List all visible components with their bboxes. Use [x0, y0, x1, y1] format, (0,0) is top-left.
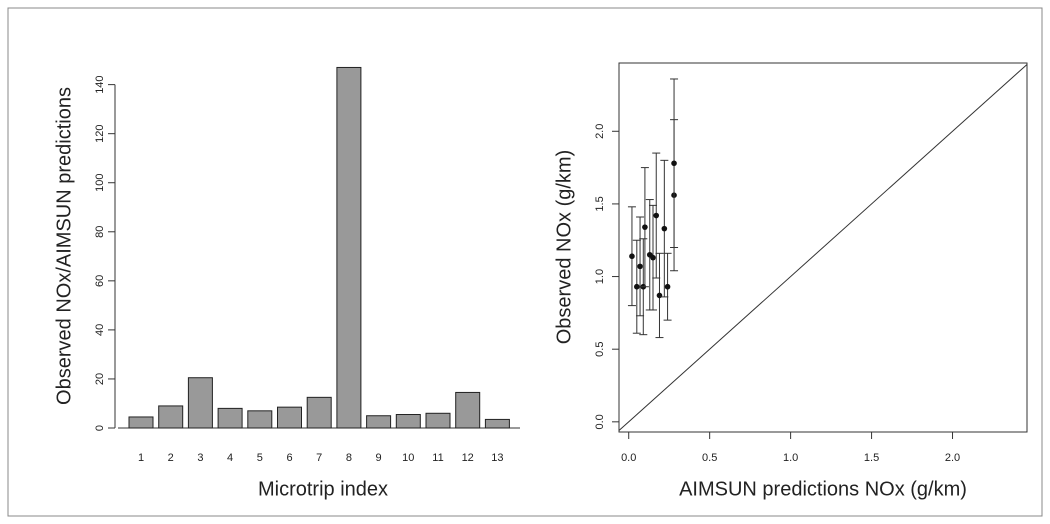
y-tick-label: 1.5	[594, 196, 606, 211]
y-tick-label: 140	[94, 75, 106, 93]
x-tick-label: 13	[491, 452, 503, 464]
point	[671, 160, 677, 167]
x-tick-label: 1.5	[864, 452, 879, 464]
x-tick-label: 6	[286, 452, 292, 464]
x-tick-label: 4	[227, 452, 233, 464]
bar	[247, 410, 273, 429]
bar	[277, 406, 302, 429]
bar	[217, 407, 243, 429]
y-tick-label: 40	[94, 324, 106, 336]
bar	[455, 391, 481, 429]
bar	[366, 415, 392, 429]
bar	[484, 418, 510, 429]
y-axis-label: Observed NOx (g/km)	[553, 150, 575, 344]
point	[629, 253, 635, 260]
x-axis-label: AIMSUN predictions NOx (g/km)	[679, 478, 967, 500]
x-tick-label: 2	[168, 452, 174, 464]
bar	[128, 416, 154, 429]
point	[656, 292, 663, 299]
bar	[336, 66, 362, 429]
point	[653, 212, 660, 219]
y-tick-label: 0	[94, 425, 106, 431]
bar	[395, 414, 421, 429]
identity-line	[618, 64, 1028, 431]
y-tick-label: 120	[94, 124, 106, 142]
x-tick-label: 0.5	[702, 452, 717, 464]
x-tick-label: 11	[432, 452, 443, 464]
x-tick-label: 5	[257, 452, 263, 464]
x-tick-label: 1	[138, 452, 144, 464]
point	[634, 283, 640, 290]
x-tick-label: 3	[197, 452, 203, 464]
y-tick-label: 0.0	[594, 414, 606, 429]
point	[664, 283, 671, 290]
y-tick-label: 60	[94, 275, 106, 287]
bar	[425, 412, 451, 429]
y-tick-label: 20	[94, 373, 106, 385]
y-axis-label: Observed NOx/AIMSUN predictions	[53, 87, 75, 405]
plot-box	[618, 62, 1028, 433]
x-tick-label: 9	[376, 452, 382, 464]
x-tick-label: 2.0	[945, 452, 960, 464]
point	[637, 263, 643, 270]
y-tick-label: 0.5	[594, 342, 606, 357]
x-axis-label: Microtrip index	[258, 478, 388, 500]
x-tick-label: 8	[346, 452, 352, 464]
y-tick-label: 1.0	[594, 269, 606, 284]
y-tick-label: 80	[94, 226, 106, 238]
y-tick-label: 2.0	[594, 124, 606, 139]
x-tick-label: 7	[316, 452, 322, 464]
bar	[306, 396, 332, 429]
bar	[187, 377, 213, 429]
point	[642, 224, 648, 230]
y-tick-label: 100	[94, 174, 106, 192]
x-tick-label: 12	[462, 452, 474, 464]
point	[650, 254, 656, 261]
x-tick-label: 10	[402, 452, 414, 464]
x-tick-label: 0.0	[621, 452, 636, 464]
frame	[7, 7, 1043, 517]
point	[661, 225, 668, 232]
bar	[158, 405, 184, 429]
x-tick-label: 1.0	[783, 452, 798, 464]
